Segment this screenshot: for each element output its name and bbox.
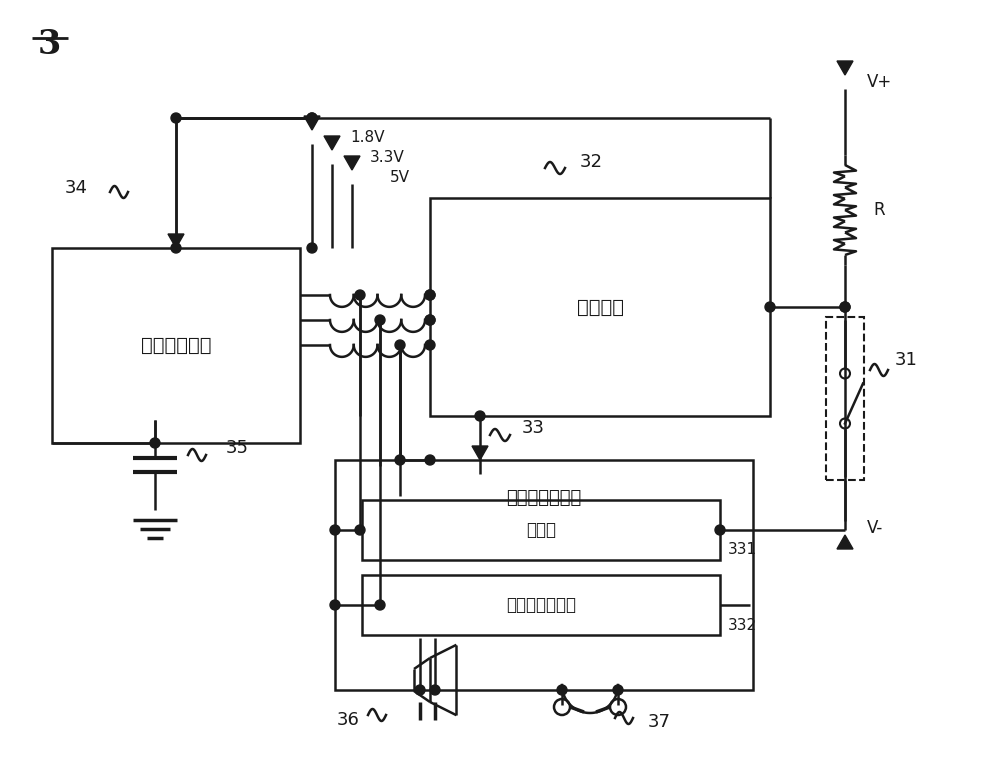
Text: 3: 3: [38, 28, 61, 61]
Polygon shape: [344, 156, 360, 170]
Text: 34: 34: [64, 179, 88, 197]
Text: 3.3V: 3.3V: [370, 149, 405, 165]
Text: 35: 35: [226, 439, 249, 457]
Circle shape: [425, 455, 435, 465]
Circle shape: [330, 600, 340, 610]
Polygon shape: [168, 234, 184, 248]
Text: 37: 37: [648, 713, 671, 731]
Bar: [362, 575, 720, 635]
Circle shape: [613, 685, 623, 695]
Circle shape: [840, 302, 850, 312]
Circle shape: [375, 600, 385, 610]
Bar: [335, 460, 753, 690]
Bar: [430, 198, 770, 416]
Bar: [52, 248, 300, 443]
Text: 5V: 5V: [390, 169, 410, 185]
Circle shape: [171, 243, 181, 253]
Polygon shape: [837, 535, 853, 549]
Circle shape: [557, 685, 567, 695]
Circle shape: [765, 302, 775, 312]
Circle shape: [425, 290, 435, 300]
Circle shape: [150, 438, 160, 448]
Circle shape: [425, 315, 435, 325]
Circle shape: [425, 340, 435, 350]
Text: 音频功率放大器: 音频功率放大器: [506, 596, 576, 614]
Circle shape: [395, 340, 405, 350]
Circle shape: [475, 411, 485, 421]
Circle shape: [307, 113, 317, 123]
Circle shape: [425, 290, 435, 300]
Text: R: R: [873, 201, 885, 219]
Circle shape: [425, 315, 435, 325]
Circle shape: [171, 113, 181, 123]
Circle shape: [330, 525, 340, 535]
Text: 31: 31: [895, 351, 918, 369]
Circle shape: [375, 315, 385, 325]
Circle shape: [840, 302, 850, 312]
Circle shape: [355, 290, 365, 300]
Circle shape: [395, 455, 405, 465]
Text: 计时器: 计时器: [526, 521, 556, 539]
Text: 36: 36: [337, 711, 360, 729]
Circle shape: [307, 243, 317, 253]
Bar: [826, 317, 864, 480]
Polygon shape: [472, 446, 488, 460]
Text: 1.8V: 1.8V: [350, 129, 384, 145]
Polygon shape: [324, 136, 340, 150]
Text: 33: 33: [522, 419, 545, 437]
Circle shape: [715, 525, 725, 535]
Text: V+: V+: [867, 73, 892, 91]
Text: V-: V-: [867, 519, 883, 537]
Text: 音讯编解码单元: 音讯编解码单元: [506, 489, 582, 507]
Circle shape: [430, 685, 440, 695]
Text: 处理单元: 处理单元: [576, 298, 624, 317]
Circle shape: [415, 685, 425, 695]
Circle shape: [307, 113, 317, 123]
Circle shape: [355, 525, 365, 535]
Bar: [362, 500, 720, 560]
Text: 332: 332: [728, 618, 757, 632]
Polygon shape: [837, 61, 853, 75]
Text: 电源管理单元: 电源管理单元: [141, 335, 211, 355]
Text: 331: 331: [728, 542, 757, 558]
Polygon shape: [304, 116, 320, 130]
Text: 32: 32: [580, 153, 603, 171]
